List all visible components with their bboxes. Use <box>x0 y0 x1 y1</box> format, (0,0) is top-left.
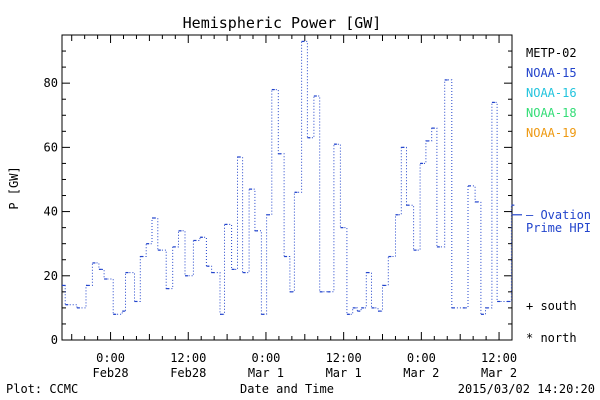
x-tick-label-date: Mar 2 <box>403 366 439 380</box>
ovation-label-line2: Prime HPI <box>526 221 591 235</box>
x-tick-label-time: 12:00 <box>170 351 206 365</box>
x-axis-label: Date and Time <box>240 382 334 396</box>
y-tick-label: 40 <box>44 205 58 219</box>
legend: METP-02 NOAA-15 NOAA-16 NOAA-18 NOAA-19 <box>526 46 577 140</box>
plot-frame <box>61 34 513 341</box>
y-tick-label: 20 <box>44 269 58 283</box>
x-tick-label-date: Mar 1 <box>248 366 284 380</box>
y-axis: 0 20 40 60 80 <box>44 34 512 347</box>
x-tick-label-date: Mar 1 <box>326 366 362 380</box>
ovation-label-line1: — Ovation <box>526 208 591 222</box>
timestamp: 2015/03/02 14:20:20 <box>458 382 595 396</box>
legend-entry: METP-02 <box>526 46 577 60</box>
legend-entry: NOAA-19 <box>526 126 577 140</box>
x-tick-label-date: Mar 2 <box>481 366 517 380</box>
x-tick-label-time: 12:00 <box>326 351 362 365</box>
x-tick-label-date: Feb28 <box>92 366 128 380</box>
series-layer <box>62 40 522 315</box>
north-marker-label: * north <box>526 331 577 345</box>
legend-entry: NOAA-15 <box>526 66 577 80</box>
y-axis-label: P [GW] <box>7 166 21 209</box>
chart-title: Hemispheric Power [GW] <box>183 14 382 32</box>
y-tick-label: 60 <box>44 140 58 154</box>
x-tick-label-time: 0:00 <box>407 351 436 365</box>
plot-credit: Plot: CCMC <box>6 382 78 396</box>
x-tick-label-time: 12:00 <box>481 351 517 365</box>
y-tick-label: 0 <box>51 333 58 347</box>
legend-entry: NOAA-18 <box>526 106 577 120</box>
x-tick-label-time: 0:00 <box>252 351 281 365</box>
legend-entry: NOAA-16 <box>526 86 577 100</box>
series-line-noaa-15 <box>62 40 512 315</box>
y-tick-label: 80 <box>44 76 58 90</box>
south-marker-label: + south <box>526 299 577 313</box>
x-tick-label-time: 0:00 <box>96 351 125 365</box>
x-tick-label-date: Feb28 <box>170 366 206 380</box>
